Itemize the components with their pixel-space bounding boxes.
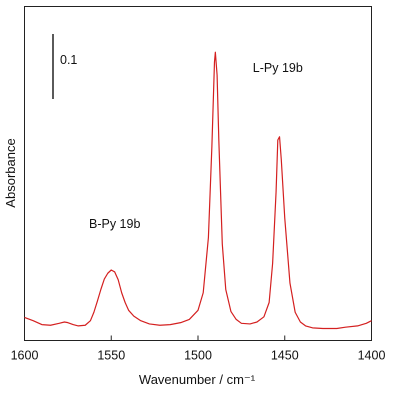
scale-bar: 0.1 bbox=[52, 34, 77, 99]
y-axis-label: Absorbance bbox=[3, 138, 18, 207]
series-layer bbox=[24, 51, 372, 330]
x-tick-label: 1500 bbox=[184, 349, 212, 363]
x-tick-label: 1450 bbox=[271, 349, 299, 363]
x-tick-label: 1550 bbox=[97, 349, 125, 363]
peak-annotation: B-Py 19b bbox=[89, 217, 140, 231]
scale-bar-label: 0.1 bbox=[60, 53, 77, 67]
x-axis-label: Wavenumber / cm⁻¹ bbox=[139, 372, 256, 387]
x-tick-label: 1400 bbox=[358, 349, 386, 363]
x-tick-label: 1600 bbox=[11, 349, 39, 363]
spectrum-line bbox=[24, 51, 372, 330]
x-axis-ticks: 1600 1550 1500 1450 1400 bbox=[11, 335, 386, 363]
peak-annotation: L-Py 19b bbox=[253, 61, 303, 75]
